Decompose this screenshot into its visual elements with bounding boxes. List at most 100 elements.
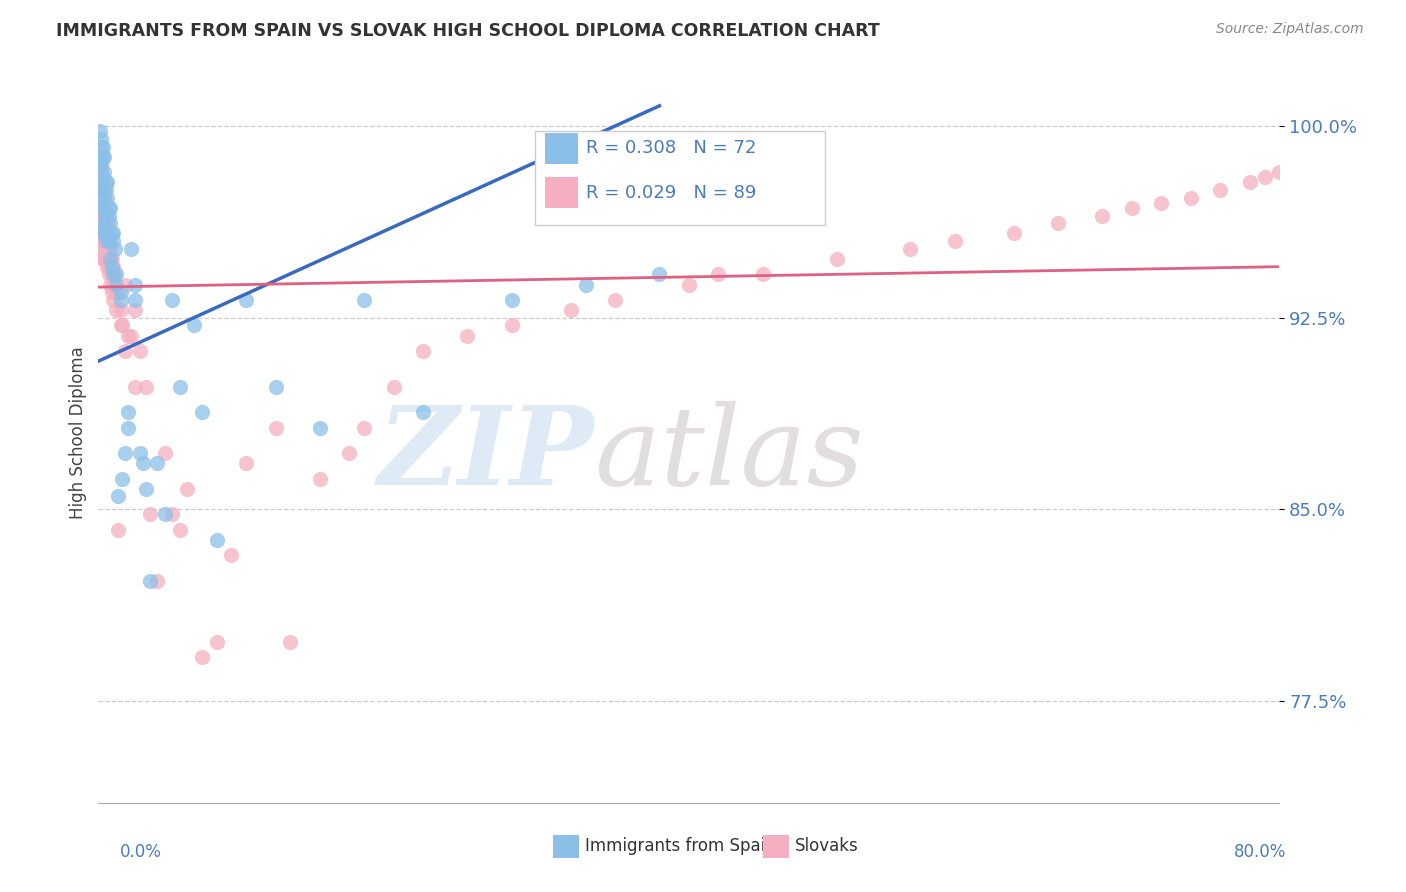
Point [191,650,214,665]
Point [104,268,127,282]
Point [107,490,129,504]
Point [457,328,479,343]
Point [96,227,118,241]
Point [89,216,111,230]
Point [128,446,150,460]
Point [139,508,162,522]
Point [707,268,730,282]
Point [124,303,146,318]
Point [90,157,112,171]
Point [1150,195,1173,210]
Text: Immigrants from Spain: Immigrants from Spain [585,838,776,855]
Point [264,379,287,393]
Point [91,201,114,215]
Point [103,293,125,307]
Point [221,548,243,562]
Text: Slovaks: Slovaks [796,838,859,855]
Point [339,446,361,460]
Point [94,216,117,230]
Point [93,150,115,164]
Point [94,234,117,248]
Point [105,268,128,282]
Point [176,482,198,496]
Point [605,293,627,307]
Point [90,165,112,179]
Point [124,379,146,393]
Point [146,456,169,470]
Point [100,268,122,282]
Point [105,285,128,300]
Point [752,268,775,282]
Point [235,293,257,307]
Point [89,124,111,138]
Point [162,508,183,522]
Point [89,201,111,215]
Point [91,227,114,241]
Text: 0.0%: 0.0% [120,843,162,861]
Point [90,227,112,241]
Point [93,183,115,197]
FancyBboxPatch shape [536,130,825,226]
Point [94,183,117,197]
Point [90,191,112,205]
Point [169,379,191,393]
Point [825,252,848,266]
Point [117,420,139,434]
Bar [763,835,789,858]
Point [107,523,129,537]
Point [98,252,121,266]
Point [153,446,176,460]
Point [94,234,117,248]
Point [93,209,115,223]
Point [153,508,176,522]
Point [501,318,523,333]
Point [943,234,966,248]
Point [91,191,114,205]
Point [90,132,112,146]
Text: R = 0.308   N = 72: R = 0.308 N = 72 [586,138,756,157]
Point [91,176,114,190]
Point [100,227,122,241]
Point [124,293,146,307]
Point [169,523,191,537]
Point [575,277,598,292]
Bar [553,835,579,858]
Point [90,183,112,197]
Point [103,227,125,241]
Point [501,293,523,307]
Point [309,472,332,486]
Point [97,268,120,282]
Point [103,277,125,292]
Point [90,242,112,256]
Bar [546,178,578,209]
Point [205,635,228,649]
Point [105,303,128,318]
Point [91,227,114,241]
Point [93,252,115,266]
Point [97,227,120,241]
Point [162,293,183,307]
Point [98,260,121,274]
Point [90,227,112,241]
Point [135,379,157,393]
Point [120,242,142,256]
Point [117,328,139,343]
Y-axis label: High School Diploma: High School Diploma [69,346,87,519]
Point [235,456,257,470]
Text: ZIP: ZIP [378,401,595,508]
Point [90,201,112,215]
Point [205,533,228,547]
Point [353,420,375,434]
Point [124,277,146,292]
Point [117,405,139,419]
Point [89,183,111,197]
Point [89,227,111,241]
Point [94,252,117,266]
Point [382,379,405,393]
Text: R = 0.029   N = 89: R = 0.029 N = 89 [586,184,756,202]
Point [412,343,434,358]
Point [93,242,115,256]
Point [135,482,157,496]
Point [96,176,118,190]
Point [353,293,375,307]
